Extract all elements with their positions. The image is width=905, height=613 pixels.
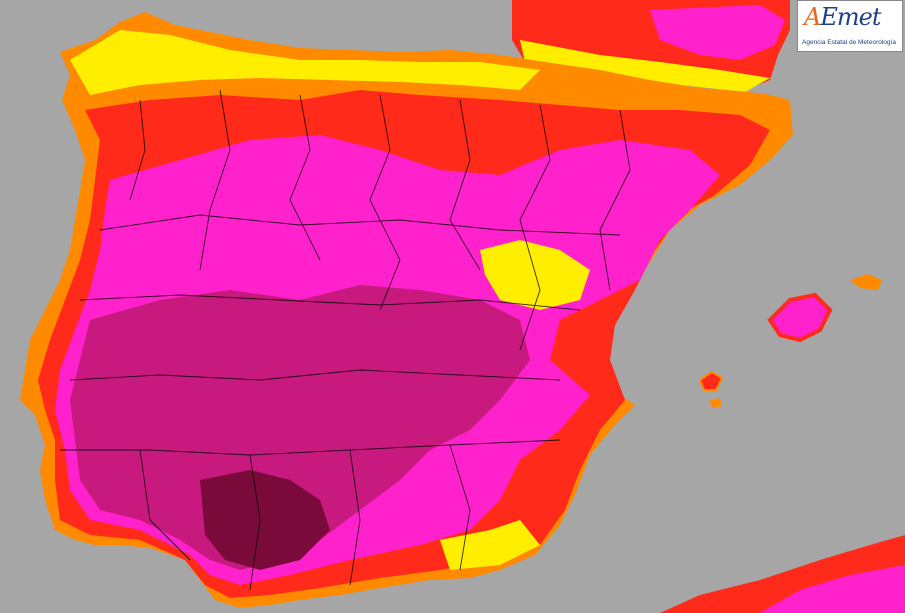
aemet-logo-wordmark: AEmet [804,3,881,31]
iberia-east-yellow [480,240,590,310]
province-borders [60,89,631,591]
france-yellow-zone [520,40,770,92]
ibiza [698,370,724,391]
iberia-southeast-yellow [440,520,540,570]
iberia-hot-zone [70,285,530,570]
menorca [850,274,882,290]
aemet-logo: AEmet Agencia Estatal de Meteorología [797,0,903,52]
iberia-north-yellow [70,30,540,95]
france-magenta-zone [650,5,785,60]
mallorca [767,292,833,343]
iberia-very-hot-zone [200,470,330,570]
formentera [710,398,722,408]
aemet-logo-subtitle: Agencia Estatal de Meteorología [802,39,896,46]
north-africa-magenta-zone [760,565,905,613]
